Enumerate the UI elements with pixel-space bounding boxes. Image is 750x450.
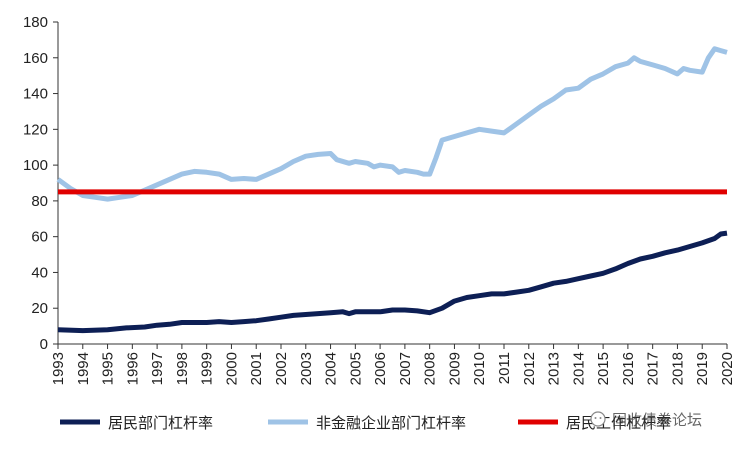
y-tick-label: 100 <box>23 157 48 174</box>
x-tick-label: 2017 <box>645 352 662 385</box>
x-axis: 1993 1994 1995 1996 1997 1998 1999 2000 2001 2002… <box>50 343 736 385</box>
y-tick-label: 60 <box>31 229 48 246</box>
x-tick-label: 2005 <box>347 352 364 385</box>
x-tick-label: 2006 <box>372 352 389 385</box>
y-tick-label: 180 <box>23 14 48 31</box>
wechat-icon <box>590 411 606 427</box>
x-tick-label: 2019 <box>694 352 711 385</box>
x-tick-label: 2010 <box>471 352 488 385</box>
y-tick-label: 80 <box>31 193 48 210</box>
x-tick-label: 1995 <box>100 352 117 385</box>
x-tick-label: 2012 <box>521 352 538 385</box>
x-tick-label: 1998 <box>174 352 191 385</box>
watermark-text: 固收债券论坛 <box>612 411 702 429</box>
y-axis: 0 20 40 60 80 100 120 140 160 180 <box>23 14 59 353</box>
x-tick-label: 2015 <box>595 352 612 385</box>
x-tick-label: 1999 <box>199 352 216 385</box>
y-tick-label: 0 <box>40 336 48 353</box>
x-tick-label: 1994 <box>75 352 92 385</box>
x-tick-label: 2009 <box>446 352 463 385</box>
watermark: 固收债券论坛 <box>590 411 702 429</box>
x-tick-label: 2011 <box>496 352 513 384</box>
x-tick-label: 2004 <box>323 352 340 385</box>
y-tick-label: 20 <box>31 300 48 317</box>
legend: 居民部门杠杆率 非金融企业部门杠杆率 居民工作杠杆率 <box>60 414 671 432</box>
y-tick-label: 140 <box>23 86 48 103</box>
series-line-corporate <box>56 46 728 202</box>
y-tick-label: 40 <box>31 264 48 281</box>
series-line-household <box>57 230 728 334</box>
x-tick-label: 2002 <box>273 352 290 385</box>
x-tick-label: 1996 <box>124 352 141 385</box>
y-tick-label: 120 <box>23 121 48 138</box>
x-tick-label: 2013 <box>546 352 563 385</box>
x-tick-label: 2007 <box>397 352 414 385</box>
x-tick-label: 2001 <box>248 352 265 385</box>
x-tick-label: 2000 <box>223 352 240 385</box>
x-tick-label: 1993 <box>50 352 67 385</box>
y-tick-label: 160 <box>23 50 48 67</box>
x-tick-label: 2016 <box>620 352 637 385</box>
legend-label-corporate: 非金融企业部门杠杆率 <box>316 414 466 432</box>
x-tick-label: 2020 <box>719 352 736 385</box>
x-tick-label: 2003 <box>298 352 315 385</box>
x-tick-label: 2018 <box>669 352 686 385</box>
x-tick-label: 2014 <box>570 352 587 385</box>
plot-area <box>56 46 728 334</box>
x-tick-label: 2008 <box>422 352 439 385</box>
x-tick-label: 1997 <box>149 352 166 385</box>
legend-label-household: 居民部门杠杆率 <box>108 414 213 432</box>
